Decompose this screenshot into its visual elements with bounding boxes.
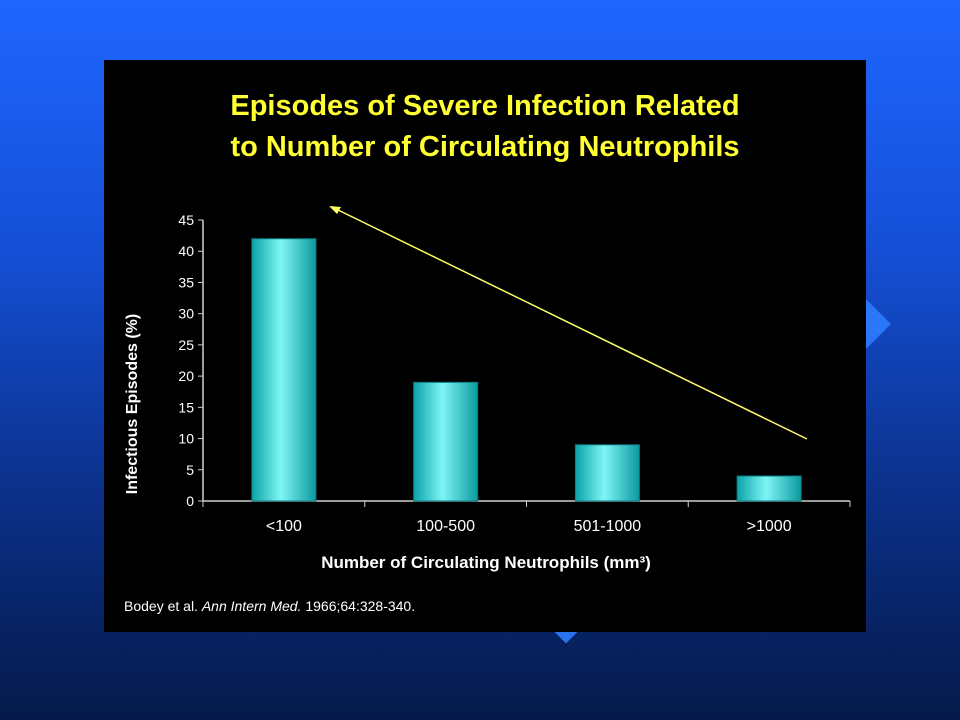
chart-title-line-2: to Number of Circulating Neutrophils [230,131,740,163]
y-tick-label: 30 [178,306,194,322]
citation-journal: Ann Intern Med. [201,598,302,614]
bar [736,475,802,502]
citation-authors: Bodey et al. [124,598,198,614]
y-tick-label: 5 [186,462,194,478]
chart-panel: Episodes of Severe Infection Related to … [104,60,866,632]
bar [251,238,317,502]
chart-title-line-1: Episodes of Severe Infection Related [230,90,740,122]
y-tick-label: 0 [186,493,194,509]
y-tick-label: 35 [178,274,194,290]
x-tick-label: 100-500 [416,518,475,535]
bar [574,444,640,502]
y-axis-label: Infectious Episodes (%) [124,314,141,494]
bar-chart: 0 5 10 15 20 25 30 35 40 45 <100 100-500 501-1000 >1… [124,206,851,572]
y-tick-label: 20 [178,368,194,384]
citation: Bodey et al. Ann Intern Med. 1966;64:328… [124,598,415,614]
y-axis: 0 5 10 15 20 25 30 35 40 45 [178,212,204,509]
chart-title: Episodes of Severe Infection Related to … [104,86,866,168]
citation-details: 1966;64:328-340. [305,598,416,614]
y-tick-label: 15 [178,399,194,415]
bars [251,238,802,502]
trend-arrow [329,206,808,440]
x-tick-label: <100 [266,518,302,535]
x-axis-label: Number of Circulating Neutrophils (mm³) [321,553,651,572]
y-tick-label: 25 [178,337,194,353]
x-axis: <100 100-500 501-1000 >1000 [202,500,851,535]
x-tick-label: 501-1000 [574,518,642,535]
y-tick-label: 40 [178,243,194,259]
y-tick-label: 10 [178,431,194,447]
bar [413,381,479,502]
y-tick-label: 45 [178,212,194,228]
x-tick-label: >1000 [747,518,792,535]
